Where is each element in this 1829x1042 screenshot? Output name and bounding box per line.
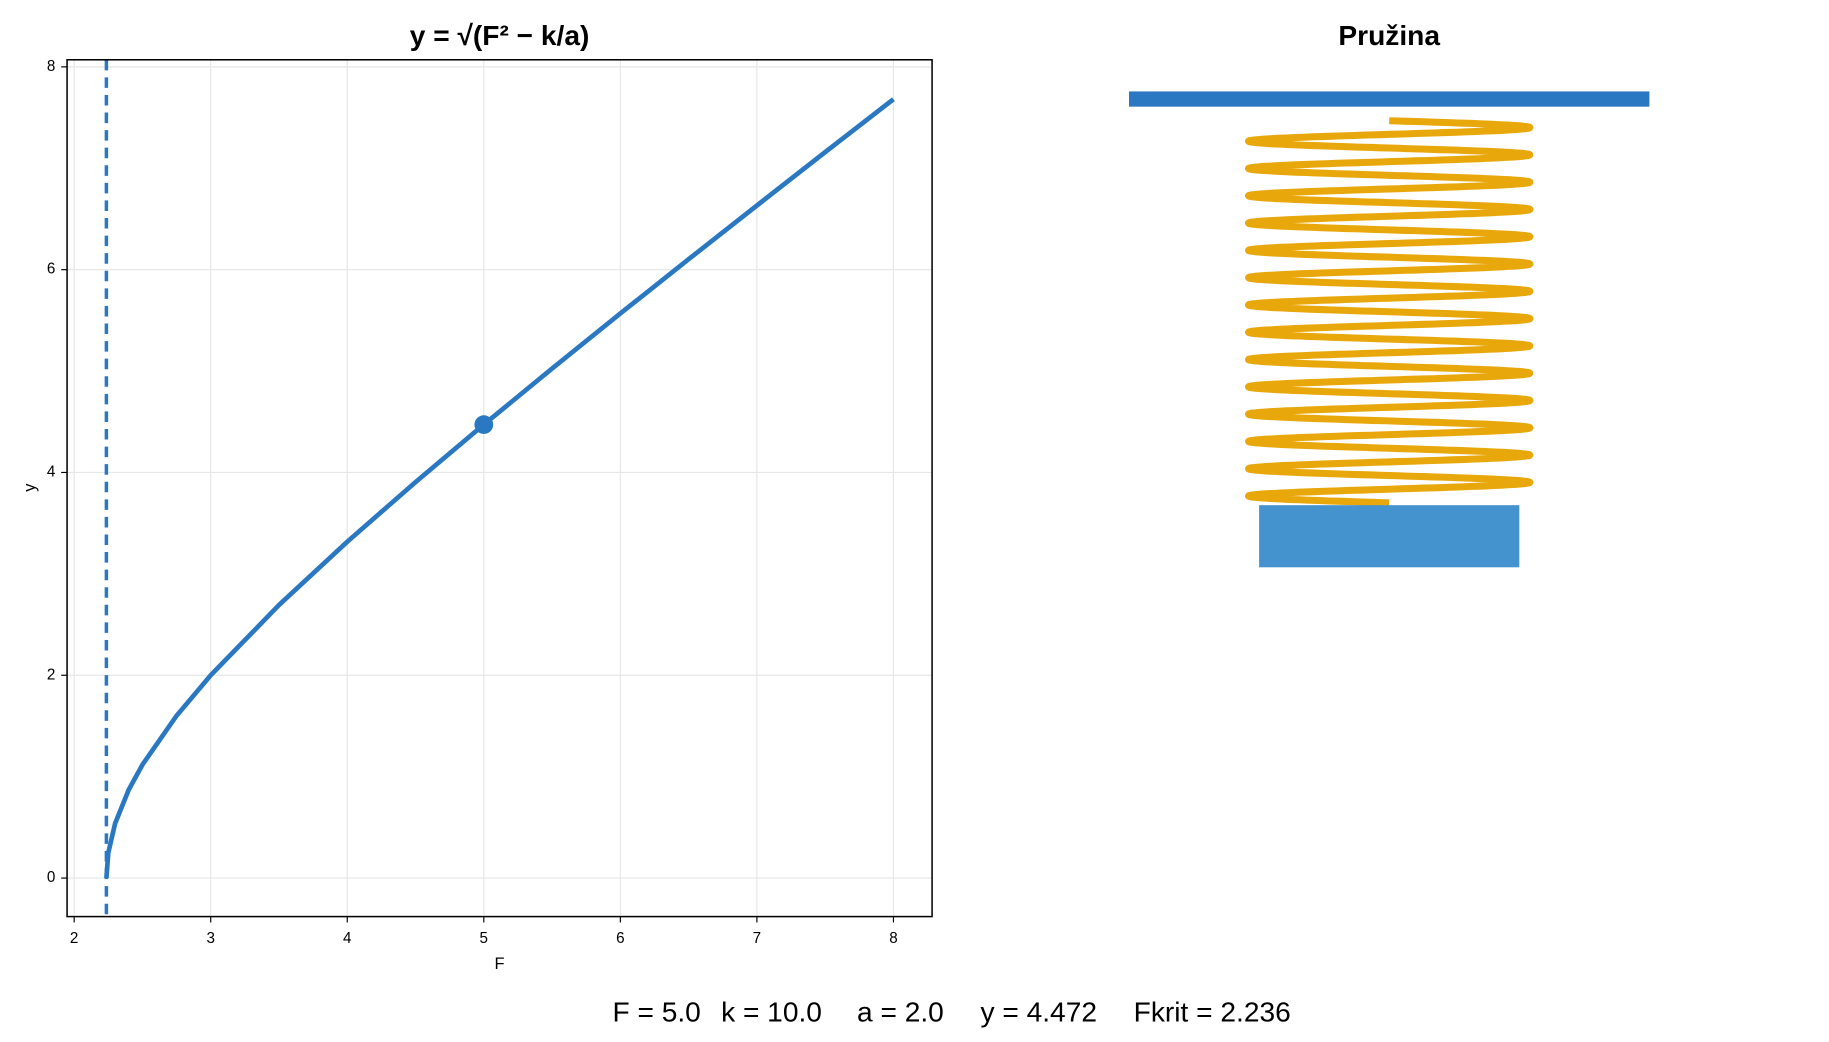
status-bar: F = 5.0 k = 10.0 a = 2.0 y = 4.472 Fkrit = 2… [612, 996, 1290, 1027]
y-tick-label: 4 [47, 463, 56, 480]
x-tick-label: 8 [889, 930, 897, 947]
chart-title: y = √(F² − k/a) [410, 20, 590, 51]
grid [67, 59, 933, 917]
y-tick-label: 6 [47, 261, 55, 278]
x-tick-label: 5 [480, 930, 488, 947]
y-axis-label: y [21, 483, 39, 492]
x-tick-label: 7 [753, 930, 761, 947]
mass-block [1259, 505, 1520, 568]
y-tick-label: 8 [47, 58, 55, 75]
plot-area [104, 59, 895, 917]
status-item: F = 5.0 [612, 996, 700, 1027]
status-item: y = 4.472 [980, 996, 1097, 1027]
y-tick-label: 0 [47, 869, 55, 886]
x-tick-label: 6 [616, 930, 624, 947]
x-tick-label: 3 [206, 930, 214, 947]
spring [1245, 117, 1534, 507]
y-tick-label: 2 [47, 666, 55, 683]
ceiling [1128, 91, 1650, 107]
x-tick-label: 2 [70, 930, 78, 947]
status-item: k = 10.0 [721, 996, 822, 1027]
status-item: a = 2.0 [857, 996, 944, 1027]
diagram-title: Pružina [1338, 20, 1440, 51]
plot-frame [66, 59, 933, 918]
current-point [474, 415, 494, 434]
x-axis-label: F [495, 955, 505, 973]
x-tick-label: 4 [343, 930, 352, 947]
status-item: Fkrit = 2.236 [1134, 996, 1291, 1027]
curve [104, 97, 895, 879]
ticks: 2 3 4 5 6 7 8 0 2 4 6 8 [47, 58, 898, 947]
